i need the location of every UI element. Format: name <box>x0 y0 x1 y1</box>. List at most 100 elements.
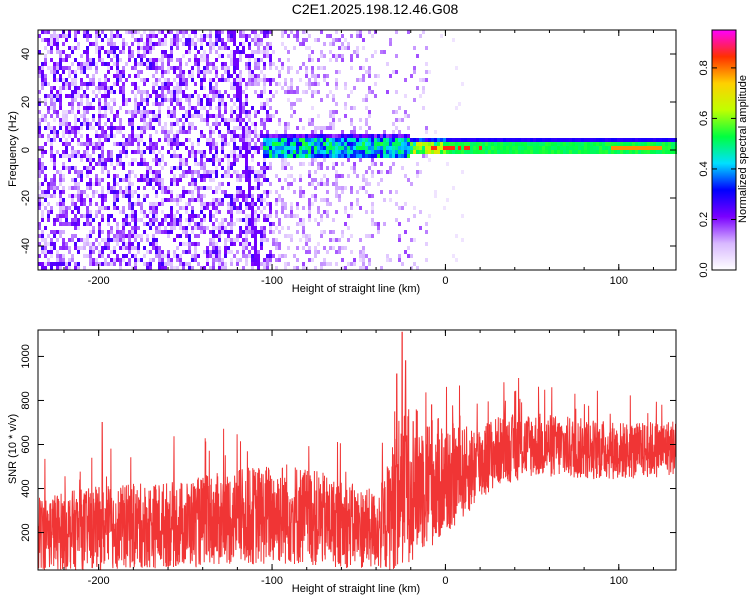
heatmap-cell <box>284 206 287 210</box>
heatmap-cell <box>194 30 197 34</box>
heatmap-cell <box>200 158 203 162</box>
heatmap-cell <box>146 98 149 102</box>
heatmap-cell <box>353 162 356 166</box>
heatmap-cell <box>197 94 200 98</box>
heatmap-cell <box>515 146 518 150</box>
heatmap-cell <box>188 70 191 74</box>
heatmap-cell <box>263 46 266 50</box>
heatmap-cell <box>38 174 41 178</box>
heatmap-cell <box>47 202 50 206</box>
heatmap-cell <box>65 34 68 38</box>
heatmap-cell <box>119 74 122 78</box>
heatmap-cell <box>254 218 257 222</box>
heatmap-cell <box>128 206 131 210</box>
heatmap-cell <box>188 242 191 246</box>
heatmap-cell <box>218 94 221 98</box>
heatmap-cell <box>80 246 83 250</box>
heatmap-cell <box>212 98 215 102</box>
heatmap-cell <box>152 66 155 70</box>
heatmap-cell <box>323 150 326 154</box>
heatmap-cell <box>113 238 116 242</box>
heatmap-cell <box>263 66 266 70</box>
heatmap-cell <box>167 78 170 82</box>
heatmap-cell <box>98 226 101 230</box>
heatmap-cell <box>242 238 245 242</box>
heatmap-cell <box>284 82 287 86</box>
heatmap-cell <box>158 182 161 186</box>
heatmap-cell <box>263 62 266 66</box>
heatmap-cell <box>239 134 242 138</box>
heatmap-cell <box>461 146 464 150</box>
heatmap-cell <box>158 30 161 34</box>
heatmap-cell <box>611 150 614 154</box>
heatmap-cell <box>131 226 134 230</box>
heatmap-cell <box>167 230 170 234</box>
heatmap-cell <box>41 86 44 90</box>
heatmap-cell <box>173 218 176 222</box>
heatmap-cell <box>134 102 137 106</box>
heatmap-cell <box>170 262 173 266</box>
heatmap-cell <box>251 50 254 54</box>
heatmap-cell <box>245 102 248 106</box>
heatmap-cell <box>557 146 560 150</box>
heatmap-cell <box>68 222 71 226</box>
heatmap-cell <box>533 142 536 146</box>
heatmap-cell <box>191 218 194 222</box>
heatmap-cell <box>326 146 329 150</box>
heatmap-cell <box>212 114 215 118</box>
heatmap-cell <box>422 142 425 146</box>
heatmap-cell <box>365 134 368 138</box>
heatmap-cell <box>380 162 383 166</box>
heatmap-cell <box>254 58 257 62</box>
heatmap-cell <box>77 106 80 110</box>
heatmap-cell <box>59 222 62 226</box>
heatmap-cell <box>278 222 281 226</box>
heatmap-cell <box>602 150 605 154</box>
heatmap-cell <box>110 190 113 194</box>
heatmap-cell <box>155 246 158 250</box>
heatmap-cell <box>266 118 269 122</box>
heatmap-cell <box>308 86 311 90</box>
heatmap-cell <box>146 46 149 50</box>
heatmap-cell <box>233 94 236 98</box>
heatmap-cell <box>101 238 104 242</box>
heatmap-cell <box>389 166 392 170</box>
heatmap-cell <box>254 150 257 154</box>
heatmap-cell <box>98 254 101 258</box>
heatmap-cell <box>77 250 80 254</box>
heatmap-cell <box>245 82 248 86</box>
heatmap-cell <box>347 138 350 142</box>
heatmap-cell <box>212 230 215 234</box>
heatmap-cell <box>248 66 251 70</box>
heatmap-cell <box>86 234 89 238</box>
spectrogram-y-tick-label: -20 <box>20 190 32 206</box>
heatmap-cell <box>326 82 329 86</box>
heatmap-cell <box>260 38 263 42</box>
heatmap-cell <box>107 230 110 234</box>
heatmap-cell <box>239 258 242 262</box>
heatmap-cell <box>167 258 170 262</box>
heatmap-cell <box>653 146 656 150</box>
heatmap-cell <box>662 146 665 150</box>
heatmap-cell <box>149 202 152 206</box>
heatmap-cell <box>236 82 239 86</box>
heatmap-cell <box>308 206 311 210</box>
heatmap-cell <box>86 34 89 38</box>
heatmap-cell <box>197 186 200 190</box>
heatmap-cell <box>161 186 164 190</box>
heatmap-cell <box>65 262 68 266</box>
heatmap-cell <box>332 146 335 150</box>
heatmap-cell <box>260 42 263 46</box>
heatmap-cell <box>89 58 92 62</box>
heatmap-cell <box>425 230 428 234</box>
heatmap-cell <box>239 86 242 90</box>
heatmap-cell <box>38 50 41 54</box>
heatmap-cell <box>68 258 71 262</box>
heatmap-cell <box>371 146 374 150</box>
heatmap-cell <box>275 214 278 218</box>
heatmap-cell <box>350 166 353 170</box>
heatmap-cell <box>377 138 380 142</box>
heatmap-cell <box>50 254 53 258</box>
heatmap-cell <box>53 190 56 194</box>
heatmap-cell <box>152 30 155 34</box>
